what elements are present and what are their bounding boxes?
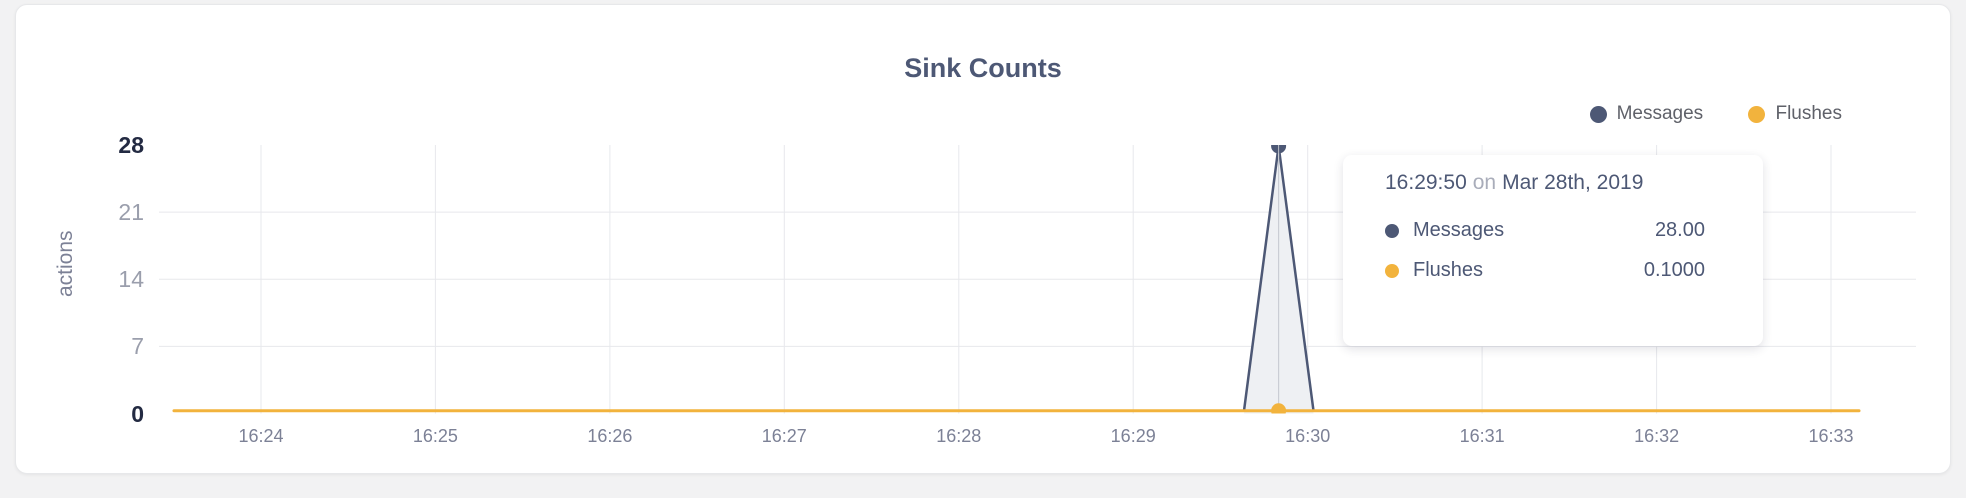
svg-text:16:32: 16:32	[1634, 426, 1679, 446]
svg-text:16:30: 16:30	[1285, 426, 1330, 446]
svg-text:16:33: 16:33	[1808, 426, 1853, 446]
svg-text:16:29: 16:29	[1111, 426, 1156, 446]
svg-text:16:26: 16:26	[587, 426, 632, 446]
svg-text:0: 0	[131, 401, 144, 427]
svg-text:16:31: 16:31	[1460, 426, 1505, 446]
svg-text:21: 21	[118, 199, 144, 225]
svg-text:16:28: 16:28	[936, 426, 981, 446]
svg-text:14: 14	[118, 266, 144, 292]
svg-text:16:24: 16:24	[238, 426, 283, 446]
svg-text:16:25: 16:25	[413, 426, 458, 446]
svg-text:7: 7	[131, 333, 144, 359]
svg-text:16:27: 16:27	[762, 426, 807, 446]
svg-text:28: 28	[118, 132, 144, 158]
